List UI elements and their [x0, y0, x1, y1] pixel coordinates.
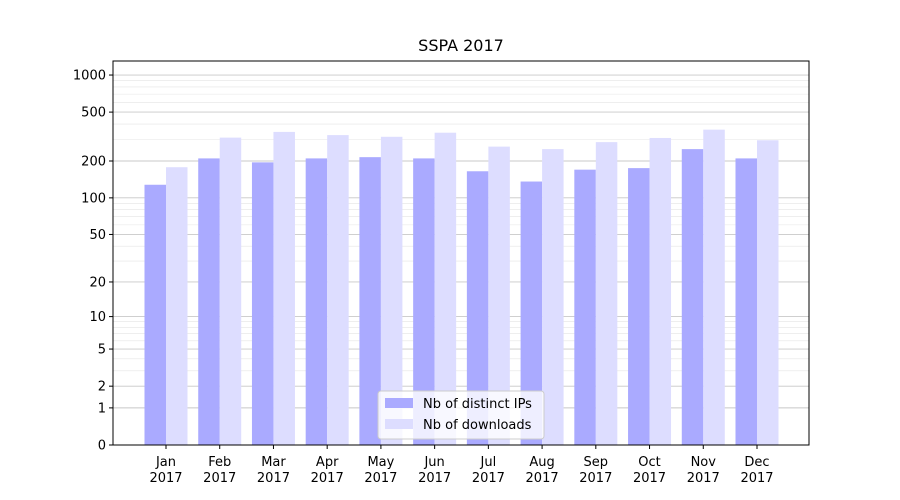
y-tick-label: 5	[98, 343, 106, 358]
legend: Nb of distinct IPs Nb of downloads	[377, 390, 545, 440]
y-tick-label: 1	[98, 401, 106, 416]
chart-title: SSPA 2017	[418, 36, 504, 55]
plot-frame	[112, 60, 810, 446]
x-tick-month: Jul	[480, 455, 497, 470]
bar-distinct-ips	[144, 184, 166, 445]
x-tick-year: 2017	[472, 471, 505, 486]
x-tick-year: 2017	[579, 471, 612, 486]
x-tick-year: 2017	[526, 471, 559, 486]
x-tick-month: Jun	[423, 455, 444, 470]
y-tick-label: 20	[89, 275, 106, 290]
bar-downloads	[380, 136, 403, 445]
bar-distinct-ips	[413, 158, 435, 445]
x-tick-year: 2017	[364, 471, 397, 486]
x-tick-label: Aug 2017	[526, 455, 559, 486]
bar-distinct-ips	[520, 181, 543, 445]
x-tick-month: Apr	[316, 455, 339, 470]
x-tick-month: May	[367, 455, 394, 470]
bar-downloads	[542, 149, 564, 445]
x-tick-year: 2017	[149, 471, 182, 486]
x-tick-label: Apr 2017	[311, 455, 344, 486]
y-tick-label: 0	[98, 439, 106, 454]
x-tick-label: Jul 2017	[472, 455, 505, 486]
bar-distinct-ips	[628, 168, 650, 446]
x-tick-month: Feb	[208, 455, 231, 470]
x-tick-label: May 2017	[364, 455, 397, 486]
legend-swatch-downloads	[385, 419, 413, 429]
y-tick-label: 50	[89, 228, 106, 243]
bar-downloads	[273, 131, 295, 446]
bar-distinct-ips	[681, 149, 704, 445]
legend-box	[377, 390, 545, 440]
x-tick-month: Sep	[584, 455, 609, 470]
bar-downloads	[219, 137, 242, 445]
x-tick-year: 2017	[203, 471, 236, 486]
x-tick-label: Oct 2017	[633, 455, 666, 486]
x-tick-month: Aug	[529, 455, 554, 470]
x-tick-month: Mar	[261, 455, 286, 470]
x-tick-label: Dec 2017	[740, 455, 773, 486]
x-tick-year: 2017	[687, 471, 720, 486]
x-tick-month: Oct	[638, 455, 660, 470]
bar-distinct-ips	[466, 171, 489, 445]
x-tick-month: Nov	[691, 455, 717, 470]
bar-downloads	[434, 132, 457, 446]
x-tick-month: Dec	[744, 455, 769, 470]
y-tick-label: 500	[81, 106, 106, 121]
x-tick-year: 2017	[418, 471, 451, 486]
bar-downloads	[703, 129, 725, 445]
legend-label-distinct-ips: Nb of distinct IPs	[423, 397, 532, 412]
bar-distinct-ips	[198, 158, 220, 445]
bar-downloads	[166, 167, 188, 446]
bar-downloads	[595, 142, 618, 445]
x-tick-year: 2017	[740, 471, 773, 486]
y-tick-label: 10	[89, 310, 106, 325]
x-tick-year: 2017	[311, 471, 344, 486]
bar-downloads	[488, 146, 510, 445]
x-tick-year: 2017	[257, 471, 290, 486]
x-tick-label: Sep 2017	[579, 455, 612, 486]
bars	[144, 129, 779, 446]
y-tick-label: 2	[98, 380, 106, 395]
y-tick-label: 100	[81, 191, 106, 206]
y-axis-ticks: 0 1 2 5 10 20 50 100 200 500 1000	[73, 69, 113, 454]
x-tick-label: Mar 2017	[257, 455, 290, 486]
x-tick-label: Jun 2017	[418, 455, 451, 486]
bar-downloads	[649, 137, 672, 445]
x-tick-year: 2017	[633, 471, 666, 486]
bar-downloads	[327, 135, 349, 445]
legend-swatch-distinct-ips	[385, 398, 413, 408]
bar-distinct-ips	[305, 158, 328, 445]
x-tick-label: Jan 2017	[149, 455, 182, 486]
x-tick-label: Feb 2017	[203, 455, 236, 486]
bar-distinct-ips	[574, 169, 596, 446]
y-tick-label: 200	[81, 155, 106, 170]
bar-distinct-ips	[735, 158, 757, 445]
bar-distinct-ips	[251, 162, 274, 445]
bar-distinct-ips	[359, 157, 381, 445]
y-tick-label: 1000	[73, 69, 106, 84]
x-tick-label: Nov 2017	[687, 455, 720, 486]
bar-downloads	[757, 140, 779, 445]
legend-label-downloads: Nb of downloads	[423, 418, 532, 433]
x-tick-month: Jan	[155, 455, 176, 470]
